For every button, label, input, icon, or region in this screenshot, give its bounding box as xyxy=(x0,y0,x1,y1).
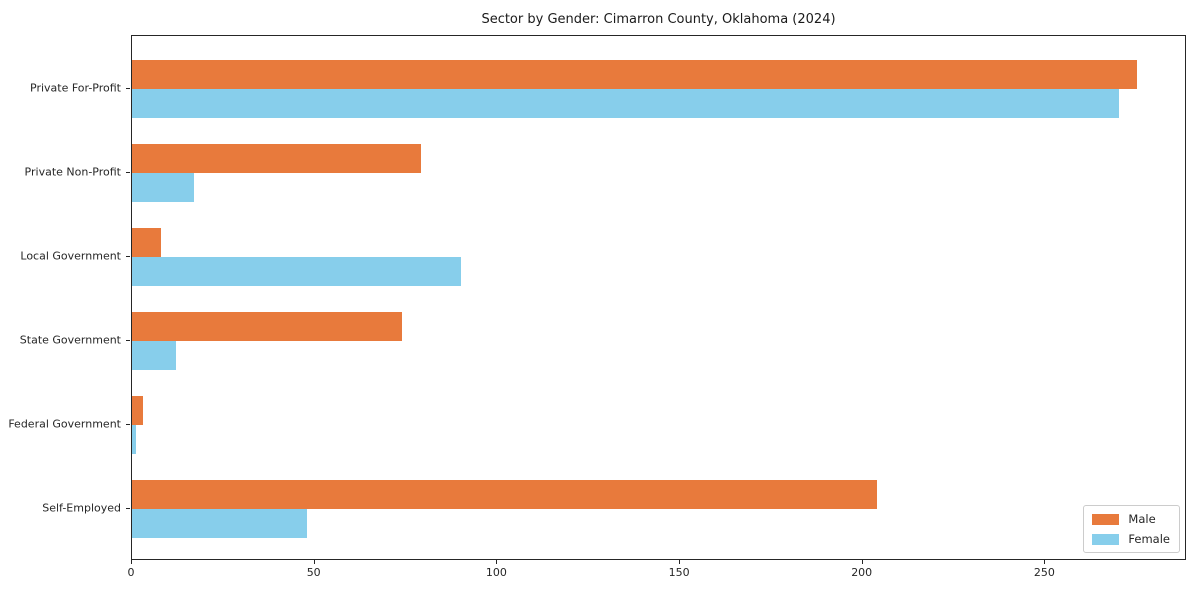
bar-male-self-employed xyxy=(132,480,878,510)
bar-male-state-government xyxy=(132,312,403,342)
x-tick-label-50: 50 xyxy=(306,566,321,579)
x-tick-mark xyxy=(496,560,498,564)
y-tick-mark xyxy=(126,340,130,342)
y-tick-label-federal-government: Federal Government xyxy=(8,417,121,431)
bar-female-private-non-profit xyxy=(132,173,195,203)
plot-area xyxy=(131,35,1186,560)
bar-female-federal-government xyxy=(132,425,136,455)
x-tick-label-0: 0 xyxy=(127,566,135,579)
x-tick-label-200: 200 xyxy=(851,566,873,579)
x-tick-mark xyxy=(313,560,315,564)
bar-male-local-government xyxy=(132,228,162,258)
bar-female-private-for-profit xyxy=(132,89,1119,119)
y-tick-mark xyxy=(126,508,130,510)
y-tick-label-private-for-profit: Private For-Profit xyxy=(30,81,121,95)
chart-title: Sector by Gender: Cimarron County, Oklah… xyxy=(481,12,836,27)
x-tick-label-100: 100 xyxy=(485,566,507,579)
bar-female-local-government xyxy=(132,257,461,287)
bar-female-state-government xyxy=(132,341,176,371)
y-tick-label-state-government: State Government xyxy=(19,333,121,347)
x-tick-mark xyxy=(861,560,863,564)
bar-male-federal-government xyxy=(132,396,143,426)
x-tick-mark xyxy=(1044,560,1046,564)
y-tick-mark xyxy=(126,256,130,258)
y-tick-mark xyxy=(126,88,130,90)
bar-female-self-employed xyxy=(132,509,308,539)
y-tick-mark xyxy=(126,172,130,174)
bar-male-private-for-profit xyxy=(132,60,1137,90)
y-tick-label-private-non-profit: Private Non-Profit xyxy=(24,165,121,179)
x-tick-mark xyxy=(679,560,681,564)
x-tick-label-150: 150 xyxy=(668,566,690,579)
x-tick-mark xyxy=(131,560,132,564)
y-tick-label-local-government: Local Government xyxy=(20,249,121,263)
x-tick-label-250: 250 xyxy=(1033,566,1055,579)
y-axis-labels: Private For-Profit Private Non-Profit Loca… xyxy=(0,0,124,600)
bar-male-private-non-profit xyxy=(132,144,421,174)
y-tick-mark xyxy=(126,424,130,426)
y-tick-label-self-employed: Self-Employed xyxy=(42,501,121,515)
